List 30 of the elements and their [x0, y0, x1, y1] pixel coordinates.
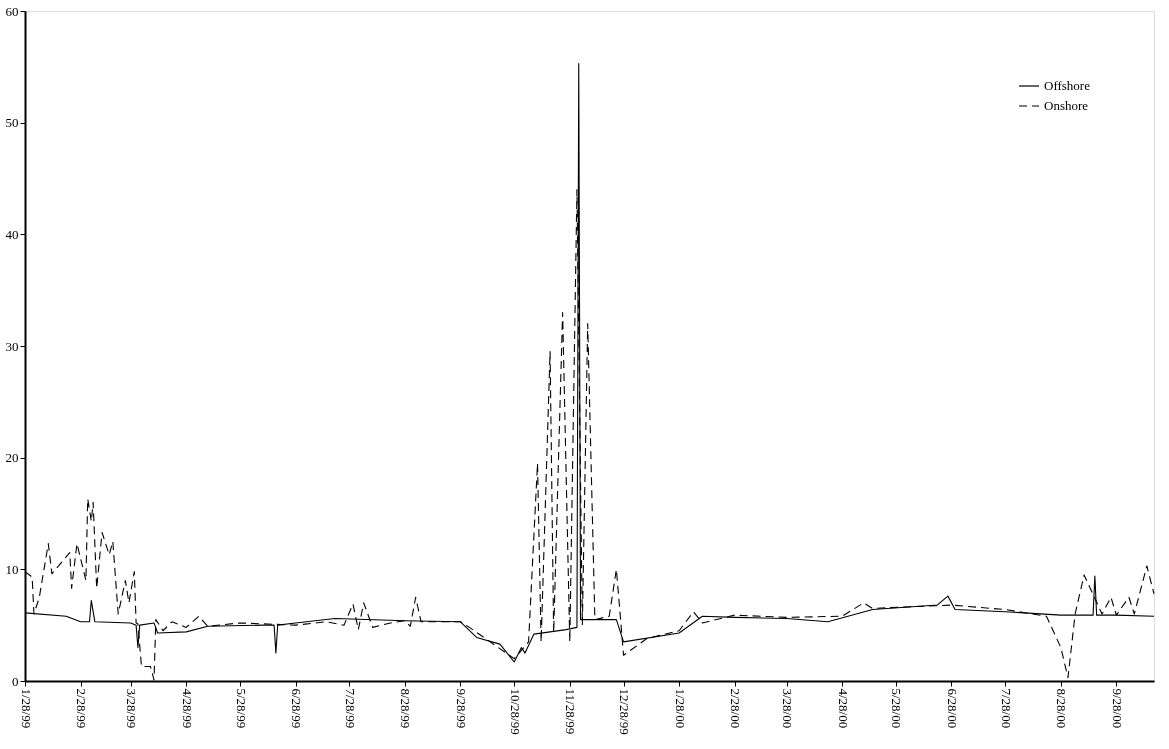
x-tick-label: 3/28/99 — [124, 688, 140, 729]
x-tick-label: 11/28/99 — [563, 688, 579, 735]
x-tick-label: 9/28/00 — [1109, 688, 1125, 729]
y-tick-label: 10 — [5, 561, 19, 577]
x-tick-label: 6/28/00 — [945, 688, 960, 729]
y-tick-label: 0 — [12, 673, 19, 689]
x-tick-label: 1/28/99 — [18, 688, 34, 729]
x-tick-label: 4/28/99 — [179, 688, 195, 729]
x-tick-label: 2/28/00 — [728, 688, 744, 729]
x-tick-label: 8/28/99 — [398, 688, 414, 729]
x-tick-label: 5/28/00 — [889, 688, 905, 729]
y-tick-label: 60 — [5, 3, 19, 19]
x-tick-label: 7/28/99 — [342, 688, 358, 729]
x-tick-label: 9/28/99 — [453, 688, 469, 729]
legend-label: Offshore — [1044, 78, 1091, 93]
x-tick-label: 3/28/00 — [780, 688, 796, 729]
x-tick-label: 4/28/00 — [835, 688, 851, 729]
y-tick-label: 50 — [5, 115, 19, 131]
y-tick-label: 20 — [5, 450, 19, 466]
x-tick-label: 2/28/99 — [74, 688, 90, 729]
x-tick-label: 5/28/99 — [233, 688, 249, 729]
x-tick-label: 7/28/00 — [998, 688, 1014, 729]
x-tick-label: 6/28/99 — [289, 688, 305, 729]
x-tick-label: 10/28/99 — [507, 688, 523, 735]
y-tick-label: 30 — [5, 338, 19, 354]
x-tick-label: 8/28/00 — [1054, 688, 1070, 729]
x-tick-label: 1/28/00 — [672, 688, 688, 729]
x-tick-label: 12/28/99 — [617, 688, 633, 735]
legend-label: Onshore — [1044, 98, 1089, 113]
y-tick-label: 40 — [5, 226, 19, 242]
